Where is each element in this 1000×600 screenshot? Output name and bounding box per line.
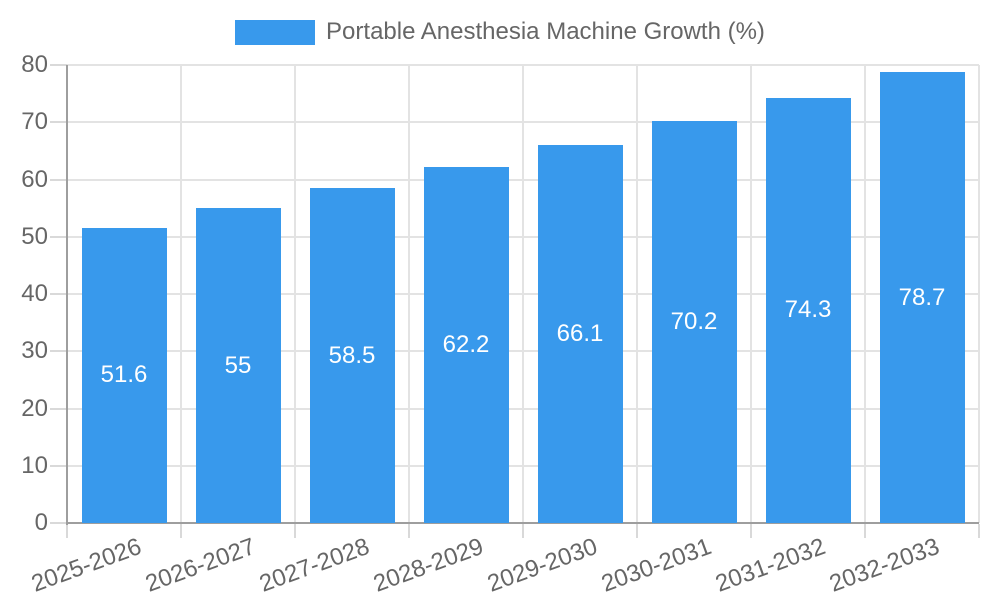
legend-label: Portable Anesthesia Machine Growth (%) xyxy=(326,18,765,45)
x-tick-mark xyxy=(66,524,68,538)
y-tick-mark xyxy=(50,121,67,124)
x-axis-tick-label: 2028-2029 xyxy=(370,533,488,598)
y-axis-tick-label: 30 xyxy=(21,337,48,365)
bar-2025-2026[interactable] xyxy=(81,227,167,523)
x-gridline xyxy=(180,65,182,523)
y-tick-mark xyxy=(50,178,67,181)
y-axis-line xyxy=(66,65,68,525)
bar-value-label: 55 xyxy=(224,351,252,379)
bar-value-label: 74.3 xyxy=(784,296,832,324)
y-axis-tick-label: 20 xyxy=(21,394,48,422)
bar-2030-2031[interactable] xyxy=(651,121,737,523)
x-tick-mark xyxy=(750,524,752,538)
x-axis-tick-label: 2025-2026 xyxy=(28,533,146,598)
y-tick-mark xyxy=(50,235,67,238)
y-axis-tick-label: 40 xyxy=(21,280,48,307)
x-gridline xyxy=(864,65,866,523)
x-gridline xyxy=(978,65,980,523)
bar-2027-2028[interactable] xyxy=(309,188,395,523)
x-tick-mark xyxy=(864,524,866,538)
x-gridline xyxy=(408,65,410,523)
y-tick-mark xyxy=(50,293,67,295)
y-axis-tick-label: 0 xyxy=(34,509,48,536)
bar-value-label: 78.7 xyxy=(898,283,946,311)
bar-value-label: 51.6 xyxy=(100,361,148,389)
x-tick-mark xyxy=(408,524,410,538)
x-axis-tick-label: 2030-2031 xyxy=(598,533,716,598)
y-axis-tick-label: 70 xyxy=(21,108,48,136)
y-axis-tick-label: 60 xyxy=(21,165,48,193)
x-axis-line xyxy=(67,522,979,524)
x-tick-mark xyxy=(180,524,182,538)
bar-2028-2029[interactable] xyxy=(423,166,509,523)
y-tick-mark xyxy=(50,522,67,524)
bar-2029-2030[interactable] xyxy=(537,144,623,523)
x-tick-mark xyxy=(636,524,638,538)
x-axis-tick-label: 2026-2027 xyxy=(142,533,260,598)
y-tick-mark xyxy=(50,350,67,353)
bar-2026-2027[interactable] xyxy=(195,208,281,523)
bar-value-label: 62.2 xyxy=(442,330,490,358)
x-gridline xyxy=(294,65,296,523)
x-gridline xyxy=(522,65,524,523)
bar-value-label: 70.2 xyxy=(670,308,718,336)
legend-swatch xyxy=(235,19,316,45)
x-gridline xyxy=(636,65,638,523)
x-axis-tick-label: 2027-2028 xyxy=(256,533,374,598)
y-axis-tick-label: 50 xyxy=(21,222,48,250)
x-axis-tick-label: 2029-2030 xyxy=(484,533,602,598)
y-tick-mark xyxy=(50,464,67,467)
bar-value-label: 66.1 xyxy=(556,319,604,347)
x-gridline xyxy=(750,65,752,523)
x-axis-tick-label: 2031-2032 xyxy=(712,533,830,598)
y-tick-mark xyxy=(50,407,67,410)
y-tick-mark xyxy=(50,64,67,66)
x-tick-mark xyxy=(522,524,524,538)
x-tick-mark xyxy=(978,524,980,538)
bar-value-label: 58.5 xyxy=(328,341,376,369)
legend-item[interactable]: Portable Anesthesia Machine Growth (%) xyxy=(0,17,1000,47)
y-axis-tick-label: 80 xyxy=(21,51,48,78)
bar-2031-2032[interactable] xyxy=(765,97,851,523)
x-axis-tick-label: 2032-2033 xyxy=(826,533,944,598)
x-tick-mark xyxy=(294,524,296,538)
y-axis-tick-label: 10 xyxy=(21,451,48,479)
bar-2032-2033[interactable] xyxy=(879,72,965,523)
